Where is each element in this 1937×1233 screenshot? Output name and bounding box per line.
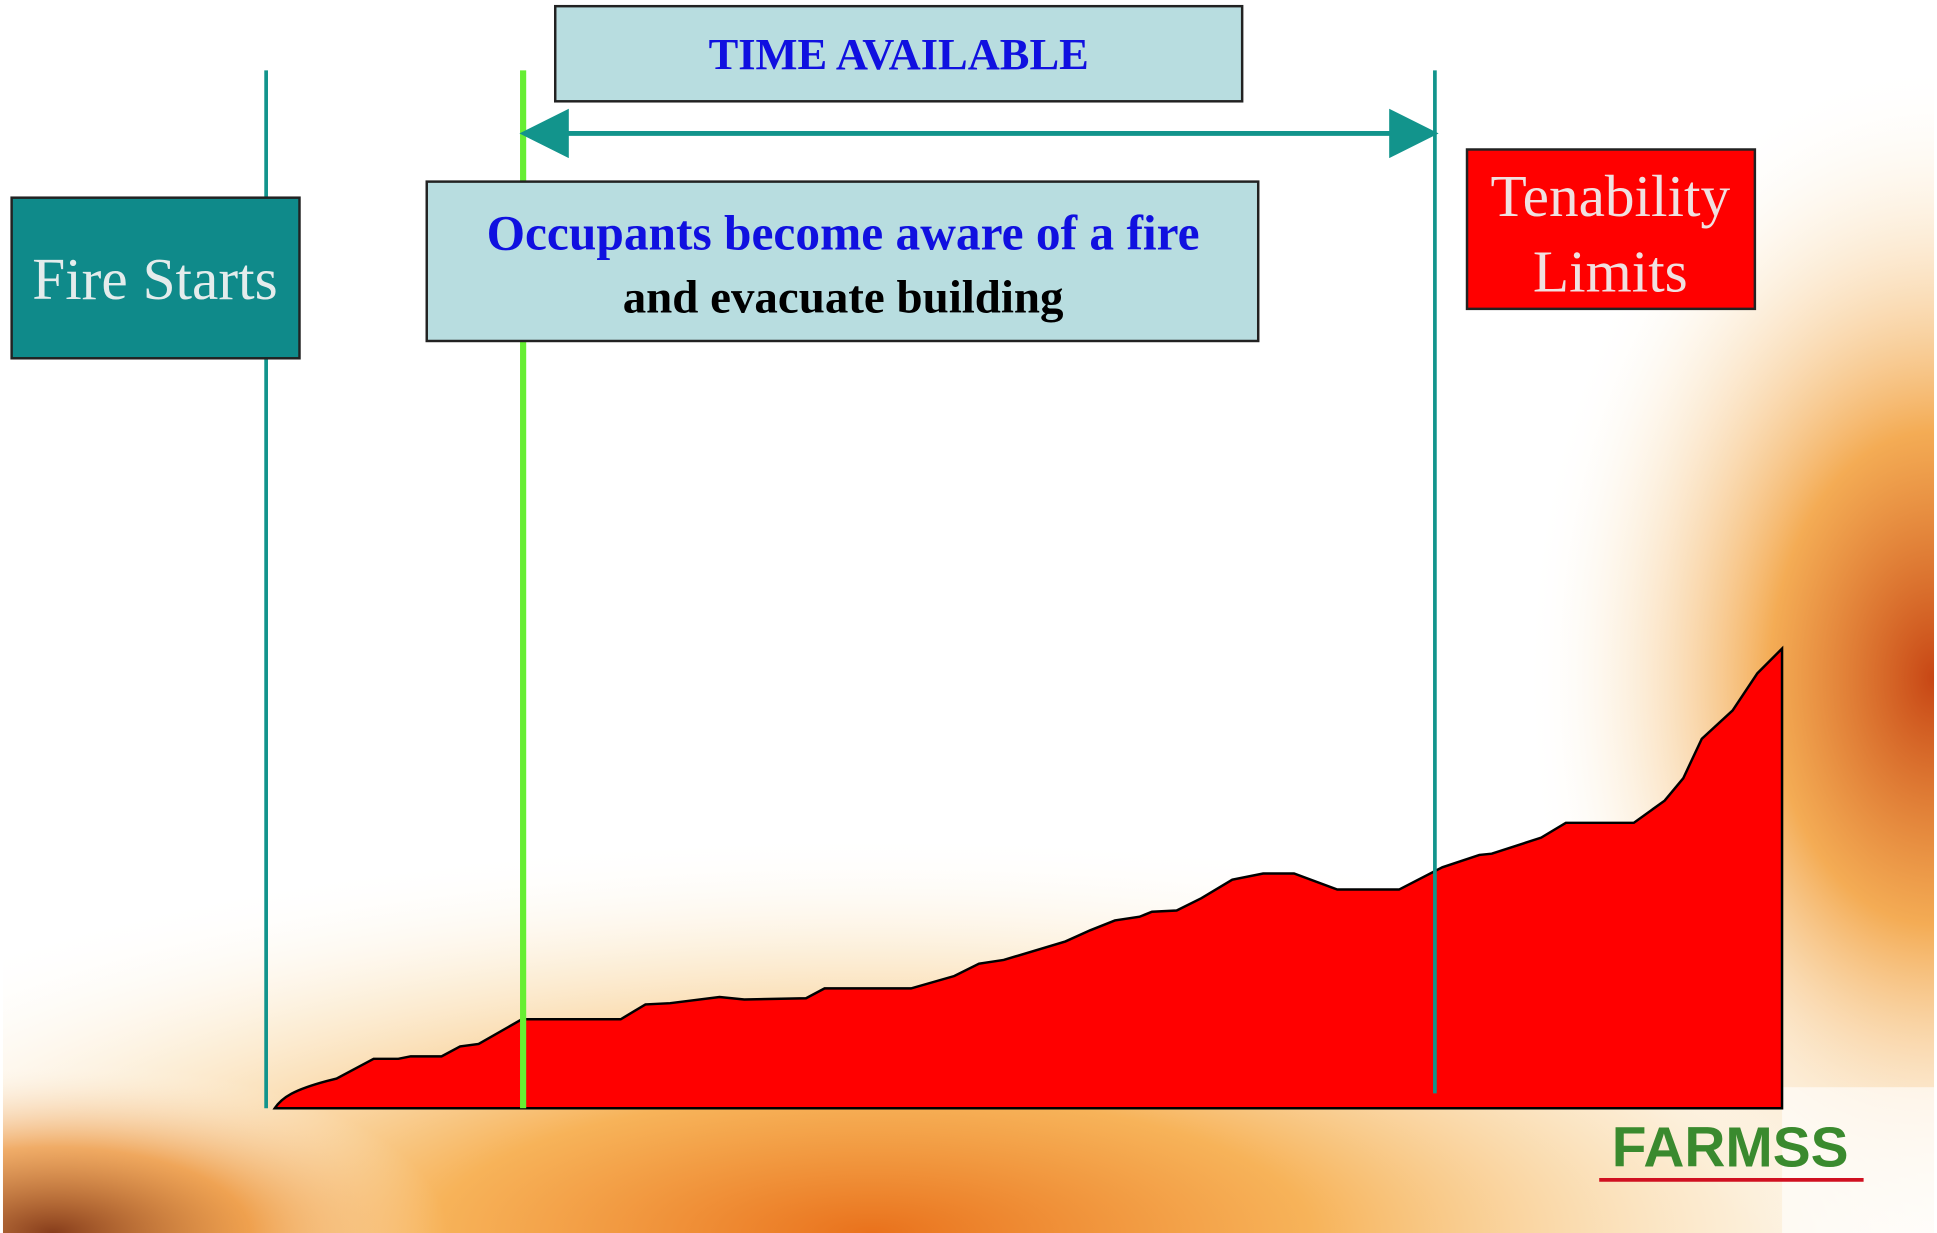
logo: FARMSS bbox=[1612, 1116, 1849, 1179]
page: TIME AVAILABLE Fire Starts Occupants bec… bbox=[0, 0, 1937, 1233]
time-title: TIME AVAILABLE bbox=[709, 29, 1089, 79]
occupants-line-2: and evacuate building bbox=[623, 272, 1064, 324]
occupants-line-1: Occupants become aware of a fire bbox=[487, 206, 1200, 261]
tenability-line-2: Limits bbox=[1533, 239, 1688, 305]
slide: TIME AVAILABLE Fire Starts Occupants bec… bbox=[0, 0, 1937, 1233]
fire-starts-label: Fire Starts bbox=[32, 246, 277, 312]
tenability-line-1: Tenability bbox=[1491, 163, 1731, 229]
